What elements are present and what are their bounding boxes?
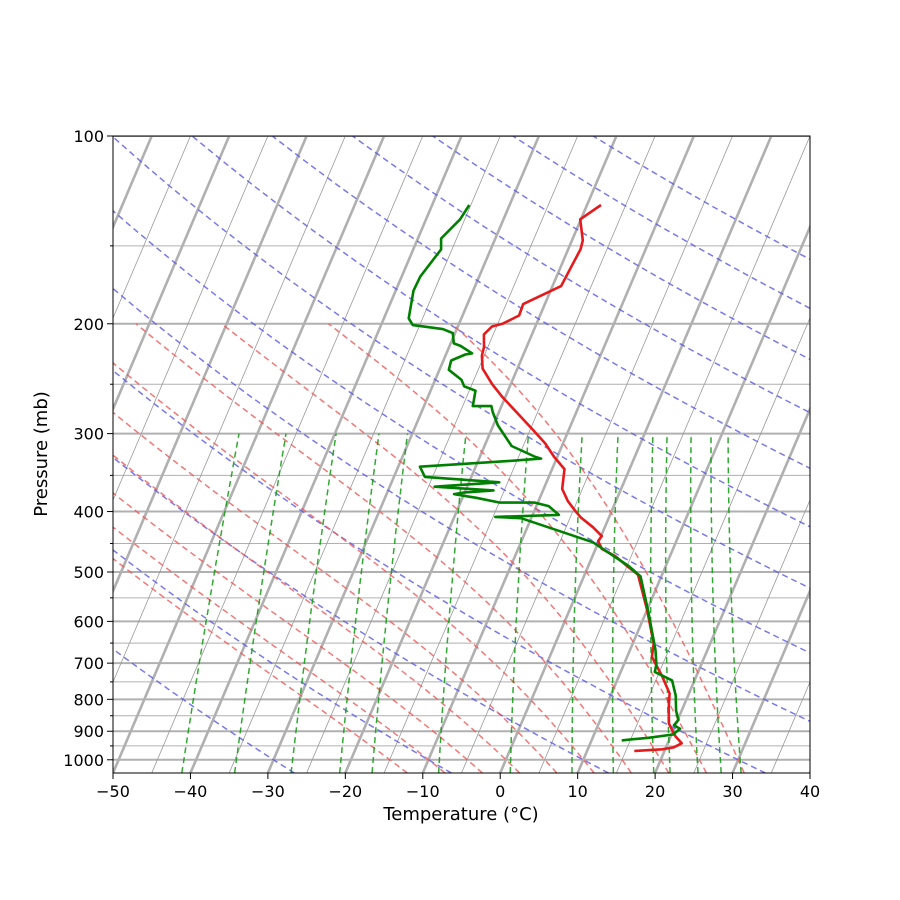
dry-adiabat [113,648,295,773]
dry-adiabat [113,209,810,654]
mixing-ratio-line [233,433,287,773]
moist-adiabat [113,454,521,773]
isotherm-gridline [499,136,773,773]
isotherm-gridline [849,136,900,773]
moist-adiabat [113,557,408,773]
isotherm-gridline [538,136,810,773]
isotherm-gridline [113,136,191,320]
x-tick-label: 20 [645,782,665,801]
dry-adiabat [113,369,766,773]
mixing-ratio-line [571,433,583,773]
plot-frame [112,135,811,774]
mixing-ratio-line [371,433,409,773]
y-tick-label: 700 [73,654,104,673]
mixing-ratio-line [689,433,699,773]
y-tick-label: 400 [73,503,104,522]
moist-adiabat [328,323,708,773]
y-tick-label: 800 [73,690,104,709]
isotherm-gridline [653,405,810,773]
isotherm-gridline [461,136,733,773]
moist-adiabat [113,492,483,773]
mixing-ratio-line [664,433,671,773]
mixing-ratio-line [710,433,722,773]
dry-adiabat [113,456,609,773]
y-tick-label: 900 [73,722,104,741]
isotherm-gridline [113,136,114,138]
isotherm-gridline [576,223,810,773]
x-tick-label: 10 [567,782,587,801]
mixing-ratio-line [181,433,240,773]
dry-adiabat [113,287,810,723]
isotherm-gridline [383,136,656,773]
y-tick-label: 300 [73,425,104,444]
isotherm-gridline [113,136,231,413]
y-axis-label: Pressure (mb) [31,391,52,517]
x-axis: −50 −40 −30 −20 −10 0 10 20 30 40 [96,773,820,801]
y-tick-label: 200 [73,315,104,334]
mixing-ratio-line [611,433,619,773]
x-tick-label: −30 [251,782,285,801]
isotherm-gridline [113,136,308,595]
isotherm-gridline [113,136,346,684]
isotherm-gridline [693,498,810,773]
isotherm-gridline [113,136,269,502]
isotherm-gridline [306,136,579,773]
chart-series [407,203,683,753]
isotherm-gridline [344,136,618,773]
y-tick-label: 1000 [63,751,104,770]
moist-adiabat [221,323,670,773]
x-tick-label: 0 [495,782,505,801]
moist-adiabat [113,526,446,773]
temperature-profile [480,203,683,753]
x-tick-label: 40 [800,782,820,801]
mixing-ratio-line [727,433,742,773]
dewpoint-profile [407,204,682,742]
isotherm-gridline [189,136,463,773]
y-tick-label: 600 [73,612,104,631]
plot-background [113,136,810,773]
dry-adiabat [352,136,810,414]
mixing-ratio-line [290,433,337,773]
x-tick-label: 30 [722,782,742,801]
isotherm-gridline [266,136,541,773]
moist-adiabat [451,323,745,773]
mixing-ratio-line [437,433,467,773]
dry-adiabat [113,549,452,773]
y-tick-label: 500 [73,563,104,582]
isotherm-gridline [151,136,424,773]
dry-adiabat [271,136,810,470]
moist-adiabat [113,411,558,773]
isotherm-gridline [731,587,810,773]
y-tick-label: 100 [73,127,104,146]
x-axis-label: Temperature (°C) [382,804,538,825]
mixing-ratio-line [338,433,380,773]
isotherm-gridline [616,316,810,773]
x-tick-label: −10 [406,782,440,801]
x-tick-label: −50 [96,782,130,801]
x-tick-label: −20 [328,782,362,801]
x-tick-label: −40 [174,782,208,801]
isotherm-gridline [228,136,501,773]
moist-adiabat [113,361,595,773]
chart-grid [113,136,900,773]
isotherm-gridline [808,769,810,773]
y-axis: 100 200 300 400 500 600 700 800 900 1000 [63,127,113,770]
mixing-ratio-line [509,433,530,773]
moist-adiabat [135,323,632,773]
isotherm-gridline [887,136,900,773]
mixing-ratio-line [649,433,655,773]
isotherm-gridline [113,136,386,773]
